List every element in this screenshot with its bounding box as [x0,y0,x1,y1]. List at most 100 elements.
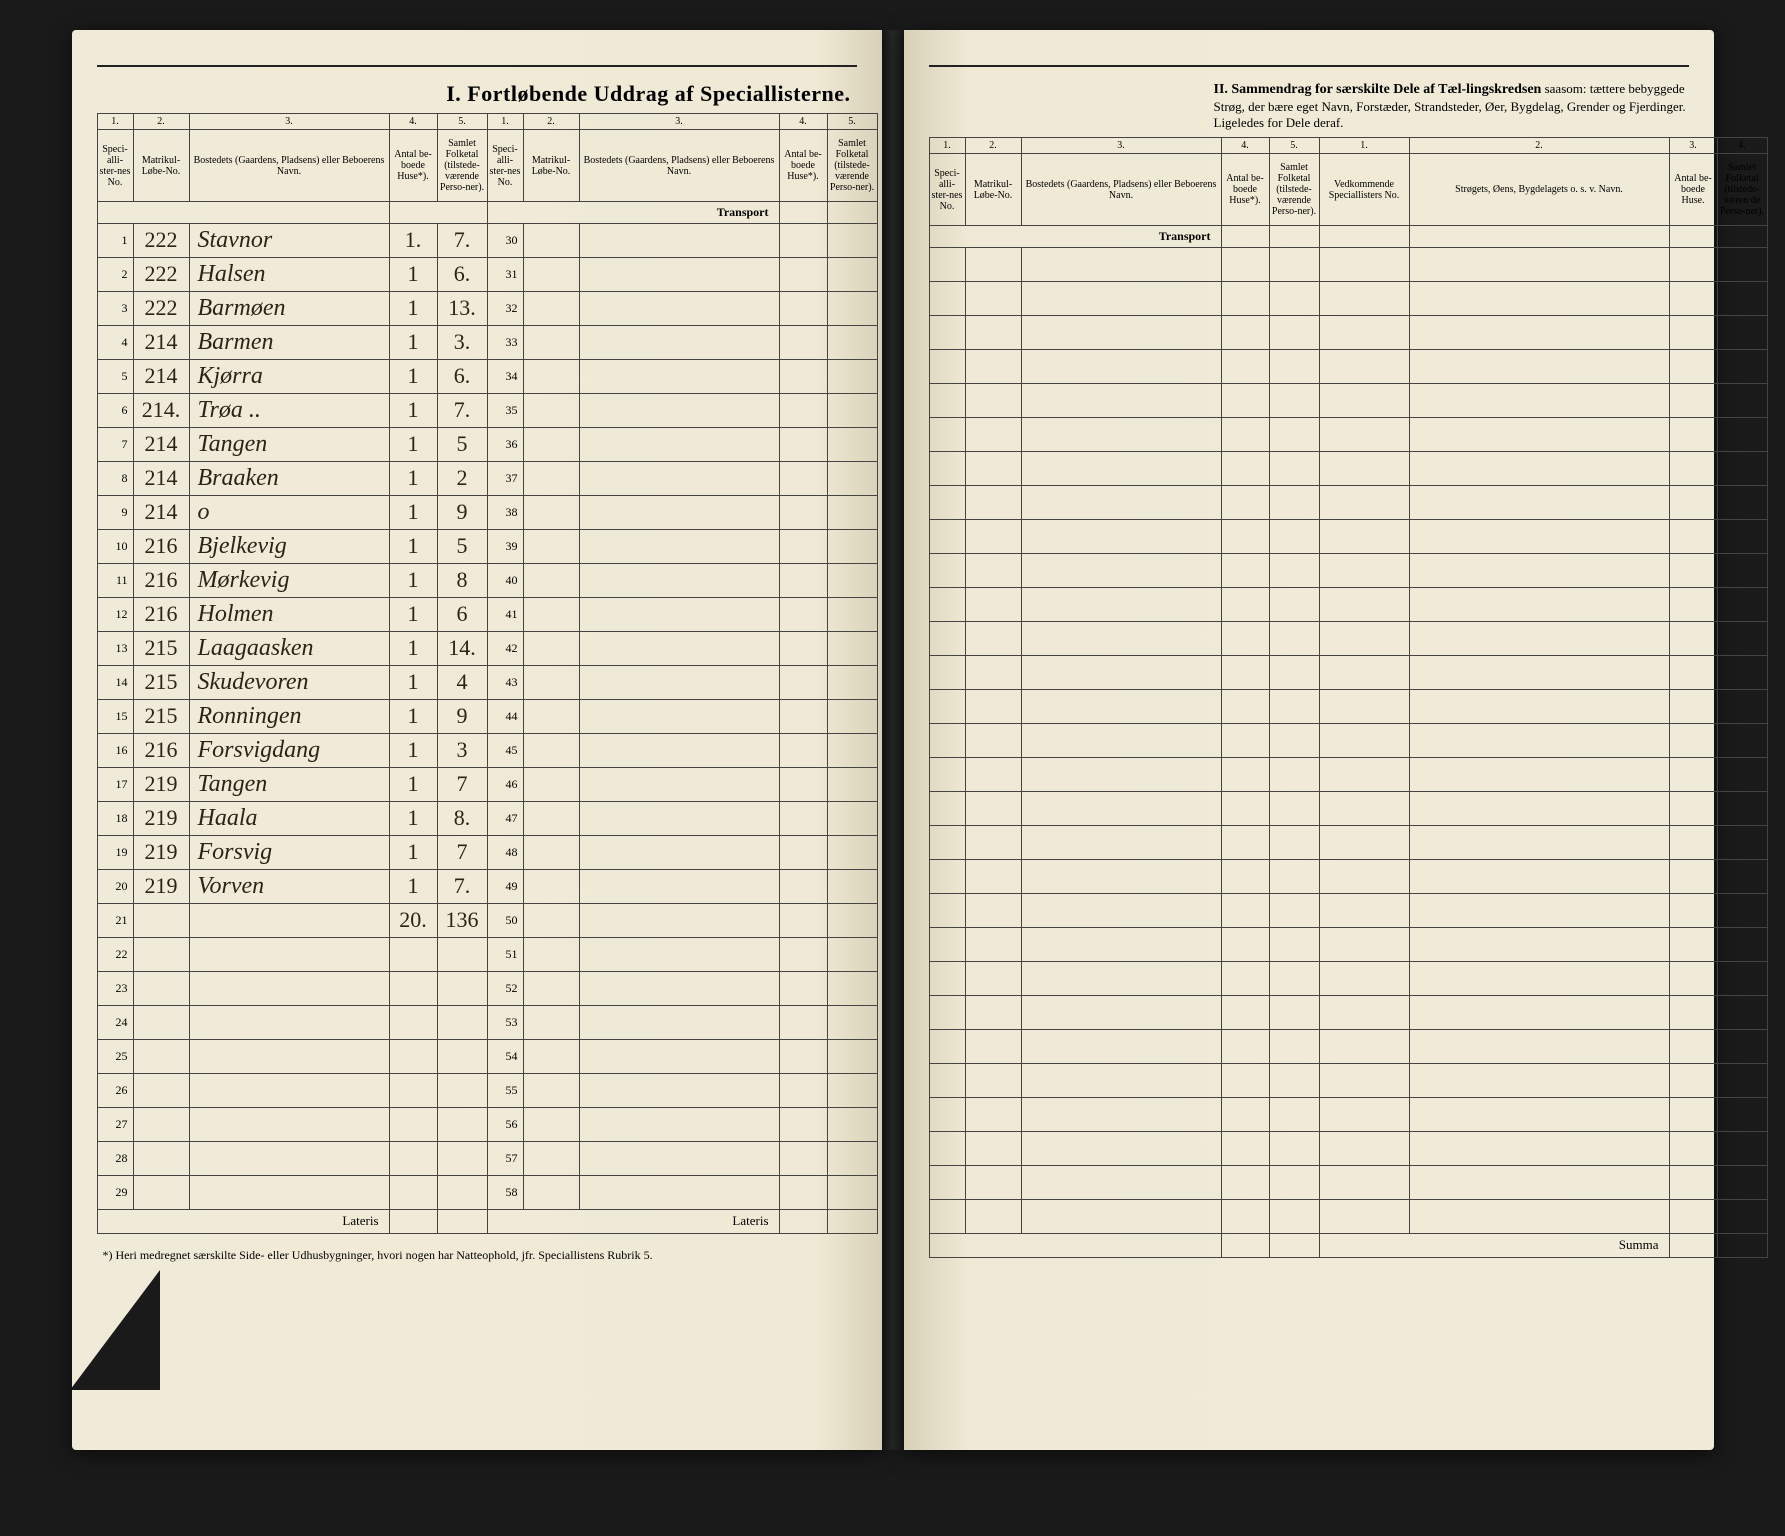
cell [1269,622,1319,656]
cell [1221,1132,1269,1166]
cell [1269,1200,1319,1234]
cell-folketal: 7. [437,394,487,428]
cell-folketal [827,326,877,360]
cell [1269,1030,1319,1064]
cell-antal-huse [389,938,437,972]
hdr-folketal: Samlet Folketal (tilstede-værende Perso-… [1269,154,1319,226]
cell [1409,452,1669,486]
cell-bosted: Halsen [189,258,389,292]
cell [929,758,965,792]
cell [965,554,1021,588]
cell-bosted [579,292,779,326]
table-row: 13215Laagaasken114.42 [97,632,877,666]
cell-antal-huse [779,870,827,904]
table-row [929,1098,1767,1132]
section2-heading-bold: II. Sammendrag for særskilte Dele af Tæl… [1214,82,1542,97]
row-number: 10 [97,530,133,564]
cell-bosted: o [189,496,389,530]
cell-folketal: 8 [437,564,487,598]
cell [1319,384,1409,418]
cell [1717,1166,1767,1200]
cell-bosted [579,326,779,360]
hdr-antal-huse: Antal be-boede Huse*). [779,130,827,202]
cell [929,622,965,656]
cell [1409,316,1669,350]
table-row: 15215Ronningen1944 [97,700,877,734]
cell-matrikul [523,360,579,394]
cell-folketal [437,1142,487,1176]
cell [1717,452,1767,486]
cell-matrikul [523,598,579,632]
cell [1409,1132,1669,1166]
cell-bosted [579,836,779,870]
row-number: 23 [97,972,133,1006]
cell [1669,248,1717,282]
cell-antal-huse [779,428,827,462]
cell-matrikul [523,394,579,428]
cell-folketal [827,938,877,972]
cell-bosted [579,1176,779,1210]
cell [1021,826,1221,860]
table-row: 14215Skudevoren1443 [97,666,877,700]
cell [1319,996,1409,1030]
row-number: 46 [487,768,523,802]
row-number: 20 [97,870,133,904]
cell [1021,1200,1221,1234]
cell [965,860,1021,894]
cell [1021,656,1221,690]
table-row: 7214Tangen1536 [97,428,877,462]
lateris-label: Lateris [97,1210,389,1234]
cell-antal-huse [779,224,827,258]
cell-folketal [827,428,877,462]
cell-matrikul [523,224,579,258]
cell-folketal [827,1074,877,1108]
cell [1269,690,1319,724]
cell [1717,656,1767,690]
row-number: 41 [487,598,523,632]
cell-matrikul [133,1040,189,1074]
cell [1221,282,1269,316]
cell [1319,418,1409,452]
row-number: 33 [487,326,523,360]
cell-folketal [827,734,877,768]
cell-matrikul: 215 [133,632,189,666]
cell [1269,1064,1319,1098]
table-row [929,690,1767,724]
cell [929,996,965,1030]
cell [1717,520,1767,554]
cell-bosted: Tangen [189,428,389,462]
col-number-row: 1. 2. 3. 4. 5. 1. 2. 3. 4. [929,138,1767,154]
cell [1717,962,1767,996]
cell-antal-huse: 1 [389,632,437,666]
table-row: 12216Holmen1641 [97,598,877,632]
table-row: 2756 [97,1108,877,1142]
cell [1669,1200,1717,1234]
cell-folketal: 5 [437,530,487,564]
cell [1409,418,1669,452]
cell [1221,690,1269,724]
colnum: 2. [965,138,1021,154]
cell-folketal: 14. [437,632,487,666]
cell [1269,1132,1319,1166]
row-number: 38 [487,496,523,530]
colnum: 2. [1409,138,1669,154]
cell [929,690,965,724]
table-row: 20219Vorven17.49 [97,870,877,904]
cell-bosted [579,666,779,700]
cell-bosted: Barmøen [189,292,389,326]
cell-folketal: 7. [437,870,487,904]
cell-folketal: 3. [437,326,487,360]
cell-matrikul: 216 [133,734,189,768]
cell [929,1132,965,1166]
cell [1319,1064,1409,1098]
cell [1717,384,1767,418]
cell-antal-huse [389,1176,437,1210]
cell-matrikul [523,632,579,666]
ledger-book: I. Fortløbende Uddrag af Speciallisterne… [72,30,1714,1450]
cell-antal-huse: 1 [389,530,437,564]
cell-folketal [437,972,487,1006]
cell-matrikul: 214 [133,428,189,462]
table-row: 2655 [97,1074,877,1108]
cell-matrikul [133,904,189,938]
row-number: 56 [487,1108,523,1142]
